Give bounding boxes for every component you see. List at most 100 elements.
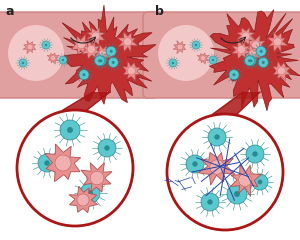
Circle shape — [274, 38, 282, 46]
FancyBboxPatch shape — [0, 12, 158, 98]
Circle shape — [214, 134, 220, 140]
Polygon shape — [45, 144, 81, 182]
Circle shape — [227, 184, 247, 204]
Circle shape — [260, 50, 263, 53]
Circle shape — [212, 59, 214, 61]
Circle shape — [42, 41, 50, 49]
Circle shape — [77, 194, 89, 206]
Circle shape — [17, 110, 133, 226]
Circle shape — [169, 59, 177, 67]
Polygon shape — [87, 28, 105, 45]
Polygon shape — [243, 45, 262, 62]
Circle shape — [242, 32, 250, 40]
Polygon shape — [72, 35, 91, 55]
Polygon shape — [63, 92, 110, 110]
Circle shape — [108, 57, 118, 67]
Circle shape — [59, 56, 67, 64]
Circle shape — [186, 155, 204, 173]
Circle shape — [38, 154, 56, 172]
Polygon shape — [82, 39, 101, 59]
Polygon shape — [93, 45, 112, 62]
Polygon shape — [173, 41, 186, 54]
Polygon shape — [246, 35, 265, 55]
Circle shape — [248, 50, 256, 58]
Circle shape — [229, 70, 239, 80]
Circle shape — [19, 59, 27, 67]
Polygon shape — [81, 163, 112, 192]
Circle shape — [238, 174, 251, 186]
Circle shape — [77, 41, 85, 49]
Circle shape — [244, 56, 254, 66]
Circle shape — [51, 56, 56, 60]
FancyBboxPatch shape — [143, 12, 300, 98]
Circle shape — [192, 161, 198, 167]
Polygon shape — [237, 28, 255, 45]
Circle shape — [256, 46, 266, 56]
Circle shape — [250, 59, 253, 62]
Circle shape — [237, 45, 245, 54]
Circle shape — [110, 50, 113, 53]
Circle shape — [210, 160, 224, 174]
Circle shape — [22, 62, 24, 64]
Circle shape — [104, 145, 110, 151]
Polygon shape — [230, 164, 261, 197]
Circle shape — [252, 41, 260, 49]
Circle shape — [98, 139, 116, 157]
Circle shape — [96, 56, 106, 66]
Polygon shape — [23, 41, 36, 54]
Circle shape — [192, 41, 200, 49]
Circle shape — [246, 56, 256, 66]
Circle shape — [94, 56, 104, 66]
Circle shape — [177, 44, 183, 50]
Circle shape — [201, 56, 206, 60]
Circle shape — [246, 145, 264, 163]
Circle shape — [8, 25, 64, 81]
Circle shape — [92, 32, 100, 40]
Circle shape — [172, 62, 174, 64]
Circle shape — [62, 59, 64, 61]
Polygon shape — [273, 61, 291, 81]
Circle shape — [60, 120, 80, 140]
Circle shape — [55, 155, 71, 171]
Circle shape — [234, 191, 240, 197]
Circle shape — [87, 45, 95, 54]
Circle shape — [112, 61, 115, 64]
Circle shape — [207, 199, 213, 205]
Circle shape — [262, 61, 265, 64]
Polygon shape — [117, 32, 138, 52]
Circle shape — [124, 38, 132, 46]
Circle shape — [98, 59, 101, 62]
Circle shape — [100, 59, 103, 62]
Polygon shape — [60, 5, 156, 104]
Circle shape — [90, 171, 104, 185]
Circle shape — [208, 128, 226, 146]
Circle shape — [278, 67, 285, 75]
Polygon shape — [69, 186, 98, 213]
Circle shape — [98, 50, 106, 58]
Circle shape — [27, 44, 33, 50]
Text: a: a — [5, 5, 14, 18]
Circle shape — [128, 67, 135, 75]
Circle shape — [167, 114, 283, 230]
Circle shape — [232, 73, 236, 76]
Text: b: b — [155, 5, 164, 18]
Circle shape — [82, 73, 85, 76]
Polygon shape — [213, 92, 260, 114]
Circle shape — [248, 59, 251, 62]
Polygon shape — [209, 10, 300, 111]
Circle shape — [252, 174, 268, 190]
Circle shape — [67, 127, 73, 133]
Circle shape — [209, 56, 217, 64]
Circle shape — [258, 180, 262, 184]
Circle shape — [195, 44, 197, 46]
Polygon shape — [198, 152, 235, 185]
Circle shape — [80, 183, 100, 203]
Polygon shape — [123, 61, 141, 81]
Circle shape — [87, 190, 93, 196]
Polygon shape — [47, 53, 59, 64]
Circle shape — [252, 151, 258, 157]
Circle shape — [45, 44, 47, 46]
Polygon shape — [197, 53, 209, 64]
Circle shape — [258, 57, 268, 67]
Circle shape — [158, 25, 214, 81]
